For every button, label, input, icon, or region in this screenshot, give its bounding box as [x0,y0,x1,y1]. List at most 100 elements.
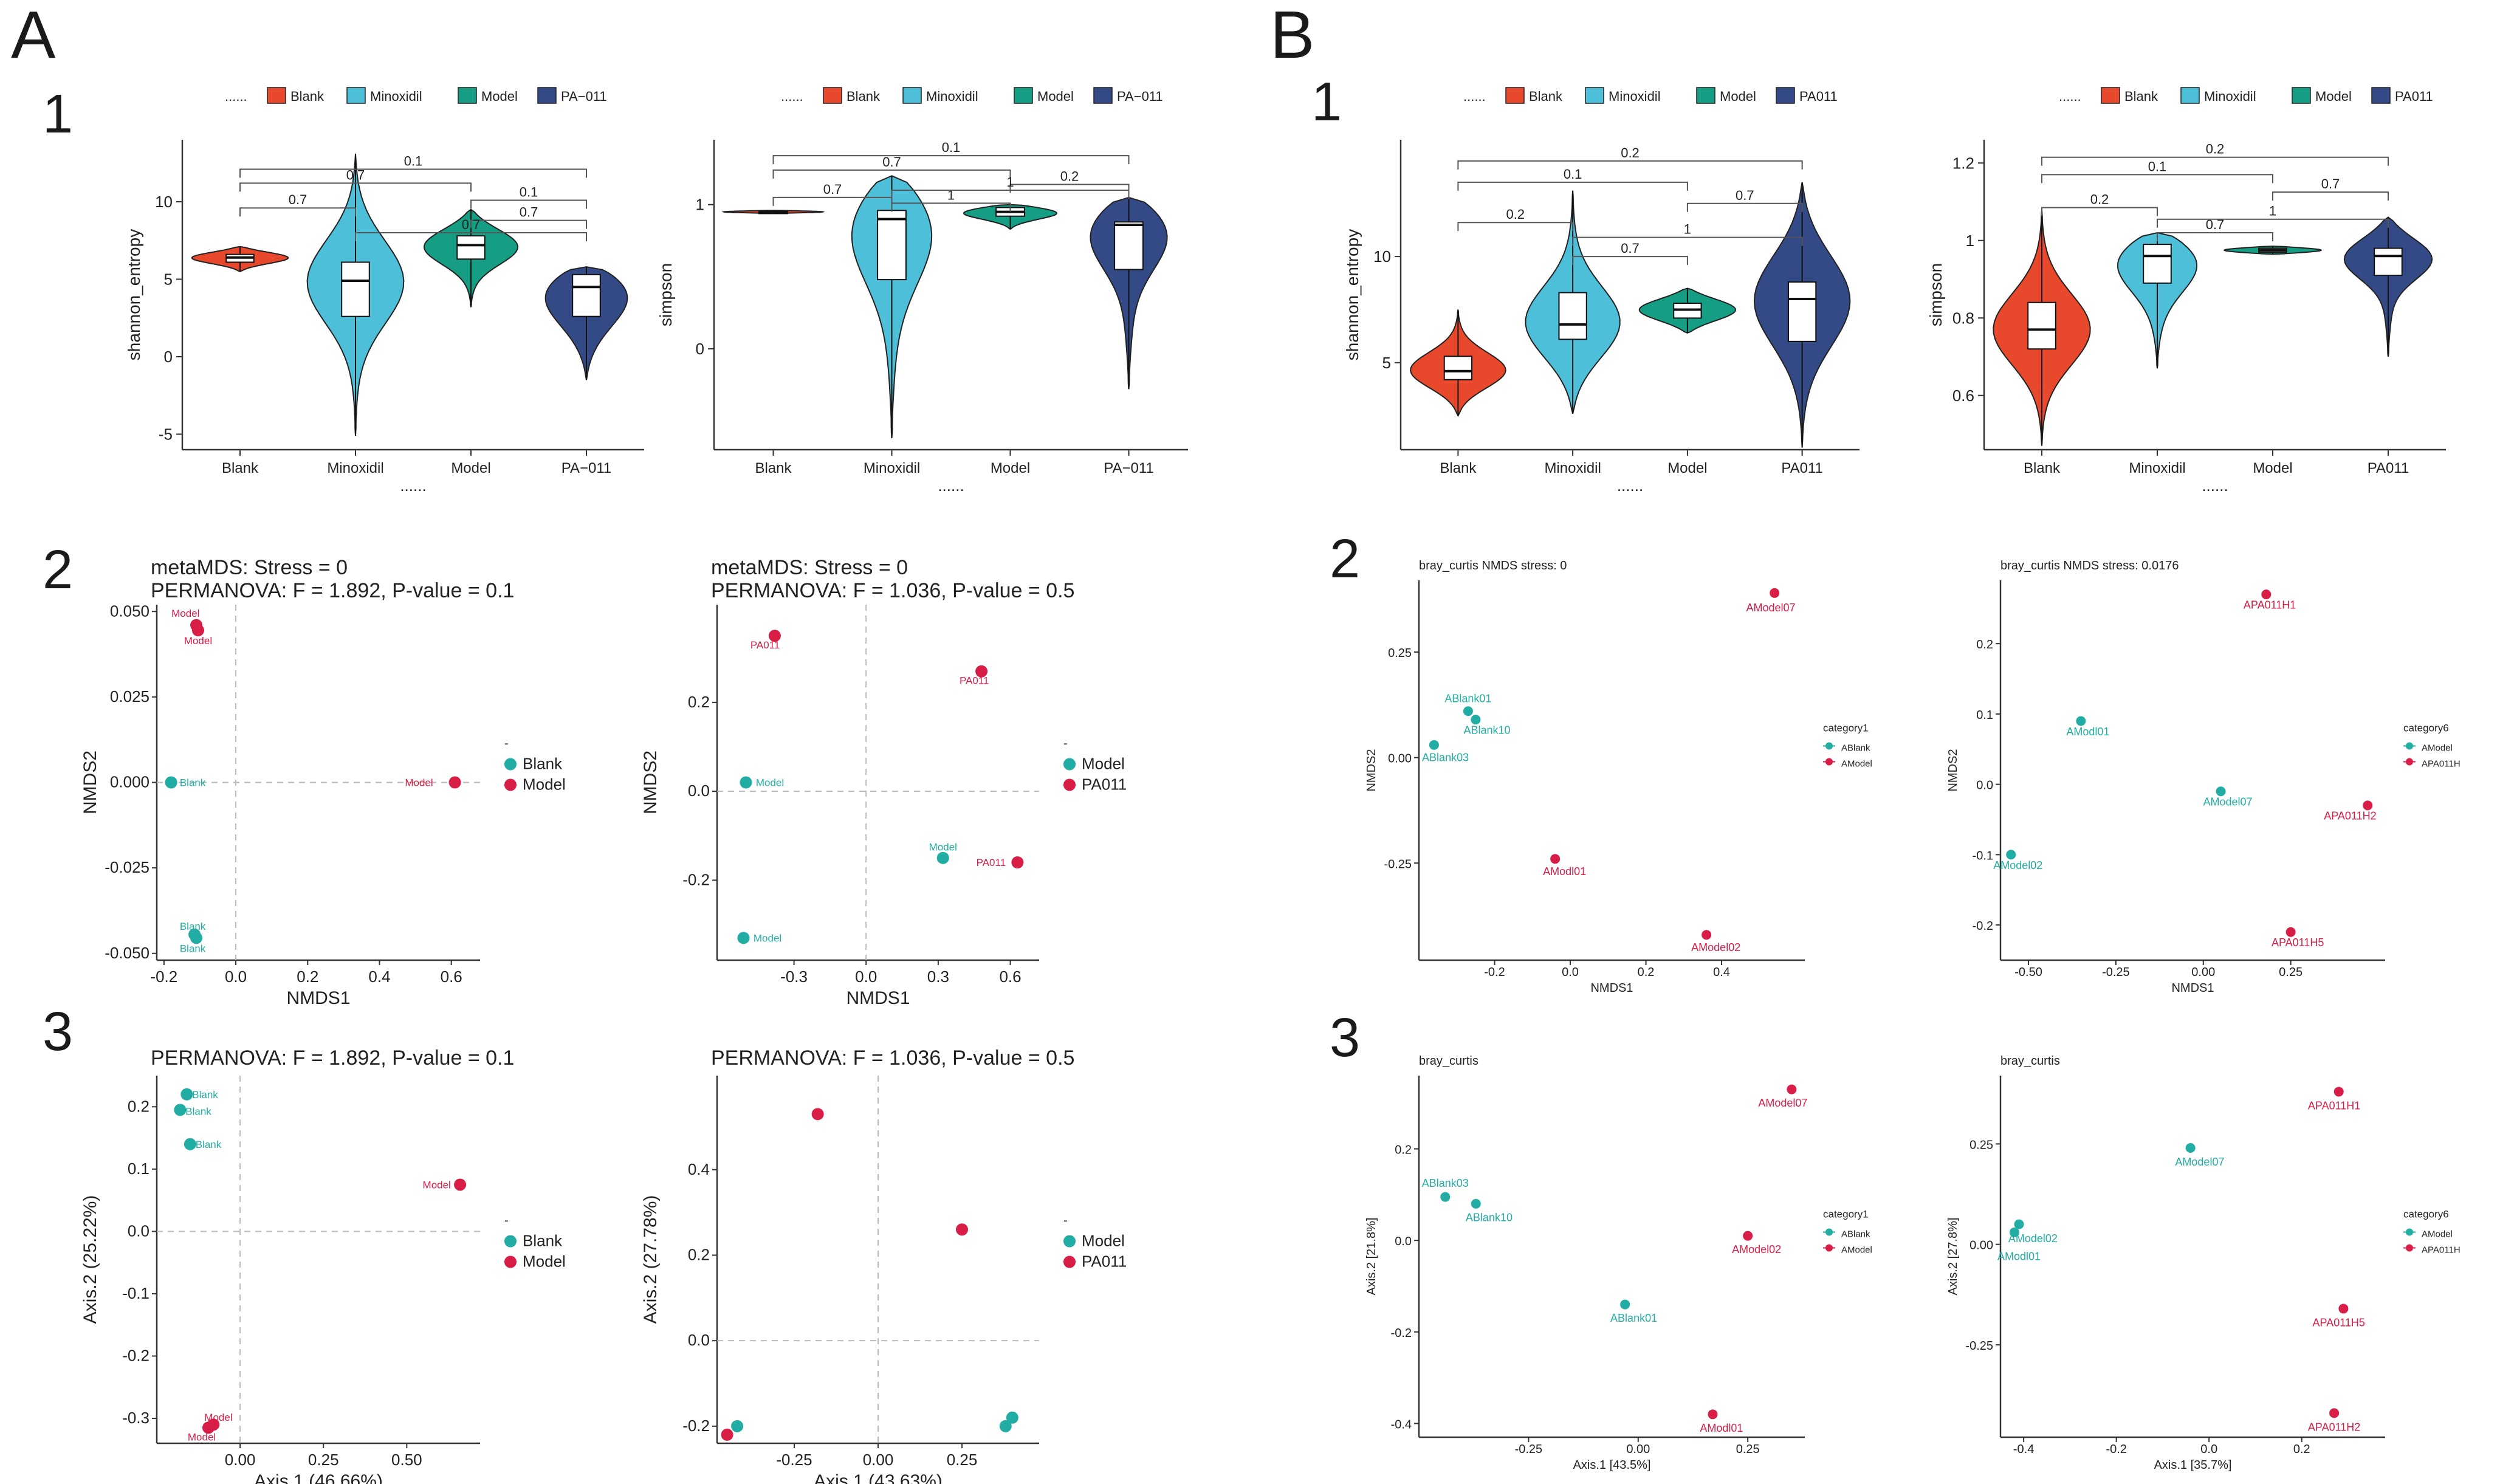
legend-label-1: Minoxidil [1609,89,1661,104]
x-tick-label: -0.3 [780,967,808,986]
x-tick-label: 0.25 [1736,1443,1760,1456]
point-2 [448,776,461,789]
x-axis-title: Axis.1 [35.7%] [2154,1458,2232,1472]
y-tick-label: -0.25 [1384,857,1412,871]
legend-swatch-3 [2371,87,2391,104]
x-tick-label: -0.25 [1515,1443,1543,1456]
x-axis-title: Axis.1 (43.63%) [814,1471,943,1484]
point-label-2: PA011 [977,857,1006,868]
point-label-0: AModel07 [1758,1097,1807,1109]
bracket-5 [1572,236,1803,246]
point-5 [2329,1408,2340,1418]
point-0 [180,1088,193,1101]
row-label-b1: 1 [1311,72,1342,132]
bracket-label-3: 0.7 [289,192,307,207]
point-2 [184,1138,196,1150]
y-tick-label: 0.2 [1976,638,1993,651]
legend-swatch-1 [346,87,366,104]
point-4 [936,851,949,864]
point-3 [740,776,752,789]
point-0 [2261,589,2272,600]
row-label-b2: 2 [1330,529,1360,589]
legend-title: ...... [225,89,247,104]
y-tick-label: -0.1 [1973,849,1993,862]
x-tick-label: PA011 [1781,460,1823,476]
y-tick-label: 5 [1382,354,1391,372]
legend-label-3: PA011 [1799,89,1838,104]
point-1 [2185,1143,2196,1153]
point-label-2: Blank [196,1139,222,1150]
point-label-5: Model [754,932,781,944]
bracket-label-1: 0.1 [1564,167,1582,182]
legend-title: - [504,1214,509,1228]
point-1 [174,1104,187,1116]
legend-title: category6 [2403,1209,2449,1220]
chart-subtitle: PERMANOVA: F = 1.036, P-value = 0.5 [711,579,1074,602]
x-tick-label: 0.25 [2279,966,2303,979]
point-5 [1708,1409,1718,1420]
bracket-label-5: 0.7 [462,217,481,232]
bracket-2 [1009,184,1130,193]
y-tick-label: 0.25 [1969,1138,1993,1152]
chart-b2b: bray_curtis NMDS stress: 0.0176 -0.50 -0.2… [1946,559,2461,995]
legend-swatch-2 [1014,87,1033,104]
point-label-1: ABlank03 [1422,1177,1469,1189]
legend-label-0: AModel [2422,1229,2453,1240]
legend-swatch-2 [2292,87,2311,104]
point-label-0: AModel07 [1746,602,1795,614]
legend-swatch-2 [458,87,477,104]
point-0 [811,1108,824,1121]
legend-label-1: Minoxidil [2204,89,2256,104]
y-tick-label: 5 [164,270,173,289]
point-label-4: Model [929,842,957,853]
chart-title: bray_curtis [1419,1054,1478,1068]
x-tick-label: Minoxidil [2129,460,2185,476]
x-tick-label: Model [991,460,1030,476]
legend-label-1: Minoxidil [926,89,978,104]
legend-label-3: PA−011 [1117,89,1163,104]
bracket-3 [772,196,893,206]
x-tick-label: -0.2 [2106,1443,2126,1456]
chart-a3a: PERMANOVA: F = 1.892, P-value = 0.1 0.00 0… [80,1046,566,1484]
point-label-5: AModl01 [1700,1422,1743,1434]
legend-swatch-3 [1093,87,1113,104]
legend-label-2: Model [481,89,518,104]
legend-label-1: APA011H [2422,1245,2461,1256]
x-tick-label: -0.2 [1484,966,1505,979]
x-tick-label: 0.3 [927,967,949,986]
point-label-3: ABlank03 [1422,752,1469,764]
legend-title: ...... [781,89,803,104]
bracket-4 [891,202,1011,212]
bracket-label-2: 0.7 [1736,188,1754,203]
x-tick-label: 0.00 [225,1451,256,1469]
x-axis-title: Axis.1 [43.5%] [1573,1458,1651,1472]
point-label-2: ABlank10 [1466,1211,1513,1223]
point-label-5: Blank [180,943,206,954]
y-axis-title: Axis.2 (27.78%) [640,1195,661,1324]
legend-label-0: Blank [290,89,325,104]
legend-title: category1 [1823,723,1869,734]
y-tick-label: 1 [696,196,704,214]
x-tick-label: -0.25 [776,1451,812,1469]
x-tick-label: PA−011 [1104,460,1154,476]
y-axis-title: shannon_entropy [125,229,143,360]
bracket-3 [239,207,356,217]
point-0 [1787,1084,1797,1094]
x-tick-label: 0.00 [863,1451,894,1469]
point-5 [202,1421,215,1434]
x-tick-label: 0.4 [1713,966,1730,979]
point-label-1: Blank [185,1105,211,1117]
x-tick-label: Model [451,460,490,476]
point-label-0: APA011H1 [2308,1100,2360,1112]
x-tick-label: 0.50 [391,1451,422,1469]
row-label-b3: 3 [1330,1008,1360,1068]
legend-label-1: AModel [1841,1245,1872,1256]
chart-a3b: PERMANOVA: F = 1.036, P-value = 0.5-0.25… [640,1046,1127,1484]
y-tick-label: 0.0 [688,782,710,800]
y-tick-label: 0.00 [1388,752,1412,766]
box-1 [2143,244,2172,284]
bracket-label-2: 0.7 [2321,176,2340,191]
point-5 [737,932,750,944]
legend-label-0: Blank [846,89,881,104]
